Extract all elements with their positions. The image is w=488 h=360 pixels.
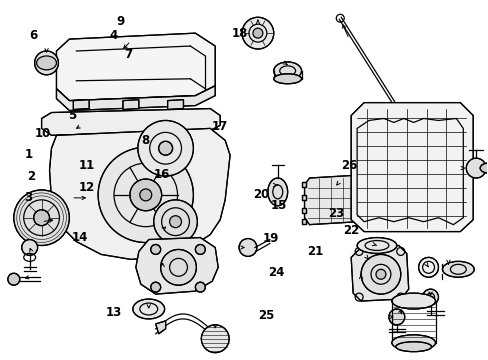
Ellipse shape bbox=[267, 178, 287, 206]
Text: 9: 9 bbox=[117, 14, 124, 27]
Ellipse shape bbox=[479, 163, 488, 173]
Circle shape bbox=[195, 282, 205, 292]
Circle shape bbox=[158, 141, 172, 155]
Ellipse shape bbox=[273, 62, 301, 80]
Circle shape bbox=[21, 239, 38, 255]
Circle shape bbox=[98, 147, 193, 243]
Text: 3: 3 bbox=[24, 192, 33, 204]
Ellipse shape bbox=[391, 335, 435, 351]
Circle shape bbox=[242, 17, 273, 49]
Polygon shape bbox=[167, 100, 183, 109]
Ellipse shape bbox=[395, 342, 431, 352]
Text: 4: 4 bbox=[109, 29, 118, 42]
Text: 6: 6 bbox=[29, 29, 38, 42]
Ellipse shape bbox=[273, 74, 301, 84]
Text: 5: 5 bbox=[68, 109, 76, 122]
Text: 10: 10 bbox=[35, 127, 51, 140]
Text: 21: 21 bbox=[306, 245, 322, 258]
Text: 26: 26 bbox=[340, 159, 356, 172]
Polygon shape bbox=[350, 103, 472, 231]
Text: 23: 23 bbox=[328, 207, 344, 220]
Text: 12: 12 bbox=[79, 181, 95, 194]
Polygon shape bbox=[301, 219, 305, 224]
Polygon shape bbox=[361, 195, 366, 200]
Polygon shape bbox=[361, 208, 366, 213]
Circle shape bbox=[422, 289, 438, 305]
Circle shape bbox=[239, 239, 256, 256]
Polygon shape bbox=[350, 246, 408, 301]
Text: 13: 13 bbox=[105, 306, 122, 319]
Text: 14: 14 bbox=[71, 231, 87, 244]
Text: 2: 2 bbox=[27, 170, 35, 183]
Polygon shape bbox=[361, 219, 366, 224]
Text: 18: 18 bbox=[231, 27, 247, 40]
Polygon shape bbox=[56, 33, 215, 100]
Ellipse shape bbox=[133, 299, 164, 319]
Polygon shape bbox=[122, 100, 139, 109]
Circle shape bbox=[360, 255, 400, 294]
Circle shape bbox=[14, 190, 69, 246]
Text: 15: 15 bbox=[270, 198, 286, 212]
Polygon shape bbox=[301, 182, 305, 187]
Circle shape bbox=[8, 273, 20, 285]
Circle shape bbox=[150, 244, 161, 255]
Text: 25: 25 bbox=[258, 309, 274, 322]
Circle shape bbox=[195, 244, 205, 255]
Text: 19: 19 bbox=[263, 233, 279, 246]
Circle shape bbox=[150, 282, 161, 292]
Text: 7: 7 bbox=[124, 49, 132, 62]
Text: 20: 20 bbox=[253, 188, 269, 201]
Circle shape bbox=[35, 51, 59, 75]
Text: 17: 17 bbox=[212, 120, 228, 133]
Circle shape bbox=[201, 325, 229, 353]
Polygon shape bbox=[41, 109, 220, 135]
Circle shape bbox=[161, 249, 196, 285]
Polygon shape bbox=[56, 86, 215, 111]
Circle shape bbox=[252, 28, 263, 38]
Circle shape bbox=[388, 309, 404, 325]
Text: 11: 11 bbox=[79, 159, 95, 172]
Circle shape bbox=[130, 179, 162, 211]
Polygon shape bbox=[301, 208, 305, 213]
Circle shape bbox=[375, 269, 385, 279]
Ellipse shape bbox=[442, 261, 473, 277]
Circle shape bbox=[138, 121, 193, 176]
Text: 22: 22 bbox=[343, 224, 359, 237]
Ellipse shape bbox=[391, 293, 435, 309]
Polygon shape bbox=[136, 238, 218, 294]
Circle shape bbox=[466, 158, 485, 178]
Circle shape bbox=[418, 257, 438, 277]
Circle shape bbox=[140, 189, 151, 201]
Polygon shape bbox=[304, 175, 364, 225]
Polygon shape bbox=[301, 195, 305, 200]
Polygon shape bbox=[73, 100, 89, 109]
Text: 1: 1 bbox=[24, 148, 33, 162]
Polygon shape bbox=[361, 182, 366, 187]
Circle shape bbox=[34, 210, 49, 226]
Circle shape bbox=[169, 216, 181, 228]
Polygon shape bbox=[155, 321, 165, 334]
Circle shape bbox=[153, 200, 197, 243]
Text: 16: 16 bbox=[154, 168, 170, 181]
Text: 8: 8 bbox=[141, 134, 149, 147]
Text: 24: 24 bbox=[267, 266, 284, 279]
Circle shape bbox=[352, 246, 400, 293]
Ellipse shape bbox=[356, 238, 396, 253]
Polygon shape bbox=[49, 129, 230, 260]
Ellipse shape bbox=[37, 56, 56, 70]
